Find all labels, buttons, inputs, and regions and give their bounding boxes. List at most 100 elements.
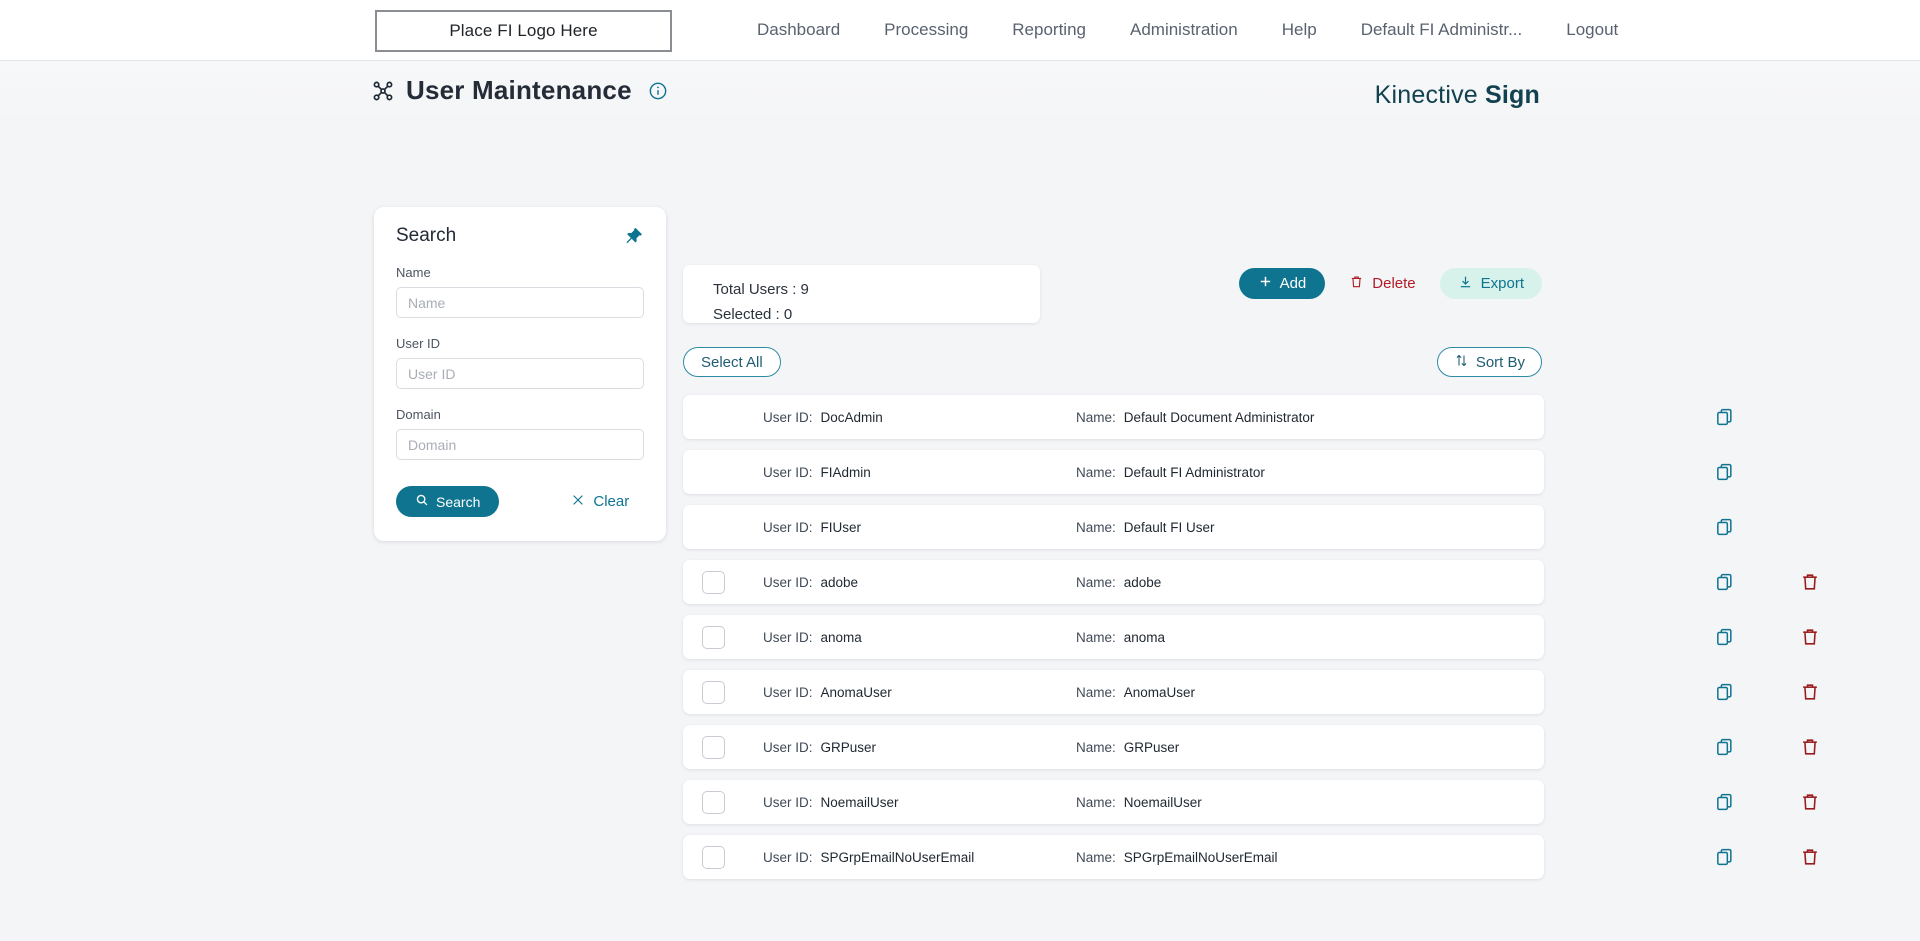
name-cell: Name: GRPuser: [1076, 740, 1179, 755]
trash-icon: [1349, 274, 1364, 294]
clear-button[interactable]: Clear: [571, 493, 629, 511]
row-checkbox[interactable]: [702, 625, 725, 649]
table-row[interactable]: User ID: FIAdmin Name: Default FI Administr…: [683, 450, 1732, 494]
delete-button[interactable]: Delete: [1345, 274, 1419, 294]
export-button-label: Export: [1480, 275, 1524, 292]
search-field-name-label: Name: [396, 265, 431, 280]
table-row[interactable]: User ID: NoemailUser Name: NoemailUser: [683, 780, 1817, 824]
table-row[interactable]: User ID: SPGrpEmailNoUserEmail Name: SPGrpE…: [683, 835, 1817, 879]
table-row[interactable]: User ID: adobe Name: adobe: [683, 560, 1817, 604]
search-domain-input[interactable]: [396, 429, 644, 460]
nav-item-logout[interactable]: Logout: [1566, 20, 1619, 39]
name-value: Default FI Administrator: [1123, 464, 1265, 480]
user-id-cell: User ID: GRPuser: [763, 740, 876, 755]
user-id-label: User ID:: [763, 849, 813, 865]
row-delete-icon[interactable]: [1800, 681, 1820, 703]
export-button[interactable]: Export: [1439, 268, 1542, 299]
table-row[interactable]: User ID: anoma Name: anoma: [683, 615, 1817, 659]
copy-icon[interactable]: [1715, 791, 1735, 813]
user-id-value: FIAdmin: [820, 464, 871, 480]
search-field-name: Name: [396, 265, 644, 318]
select-all-button[interactable]: Select All: [683, 347, 781, 377]
name-cell: Name: Default FI User: [1076, 520, 1215, 535]
copy-icon[interactable]: [1715, 516, 1735, 538]
user-id-value: NoemailUser: [820, 794, 899, 810]
name-value: NoemailUser: [1123, 794, 1202, 810]
row-delete-icon[interactable]: [1800, 846, 1820, 868]
user-id-value: AnomaUser: [820, 684, 892, 700]
main-nav: Dashboard Processing Reporting Administr…: [735, 20, 1640, 40]
name-label: Name:: [1076, 574, 1116, 590]
nav-item-administration[interactable]: Administration: [1130, 20, 1238, 39]
user-id-cell: User ID: AnomaUser: [763, 685, 892, 700]
user-id-cell: User ID: DocAdmin: [763, 410, 883, 425]
copy-icon[interactable]: [1715, 406, 1735, 428]
user-id-cell: User ID: adobe: [763, 575, 858, 590]
table-row[interactable]: User ID: AnomaUser Name: AnomaUser: [683, 670, 1817, 714]
plus-icon: [1258, 274, 1273, 293]
user-id-value: GRPuser: [820, 739, 877, 755]
name-value: Default Document Administrator: [1123, 409, 1315, 425]
row-delete-icon[interactable]: [1800, 571, 1820, 593]
download-icon: [1458, 274, 1473, 294]
copy-icon[interactable]: [1715, 681, 1735, 703]
table-row[interactable]: User ID: GRPuser Name: GRPuser: [683, 725, 1817, 769]
row-delete-icon[interactable]: [1800, 791, 1820, 813]
copy-icon[interactable]: [1715, 736, 1735, 758]
name-cell: Name: NoemailUser: [1076, 795, 1202, 810]
pushpin-icon[interactable]: [623, 226, 644, 247]
row-checkbox[interactable]: [702, 680, 725, 704]
user-id-label: User ID:: [763, 794, 813, 810]
copy-icon[interactable]: [1715, 461, 1735, 483]
row-checkbox[interactable]: [702, 845, 725, 869]
nav-item-help[interactable]: Help: [1281, 20, 1317, 39]
network-users-icon: [372, 80, 394, 102]
name-value: Default FI User: [1123, 519, 1215, 535]
user-id-value: DocAdmin: [820, 409, 883, 425]
name-label: Name:: [1076, 684, 1116, 700]
nav-item-user-account[interactable]: Default FI Administr...: [1360, 20, 1523, 39]
nav-item-reporting[interactable]: Reporting: [1012, 20, 1086, 39]
user-id-value: SPGrpEmailNoUserEmail: [820, 849, 975, 865]
sort-by-button[interactable]: Sort By: [1436, 347, 1542, 377]
stats-panel: Total Users : 9 Selected : 0: [683, 265, 1040, 323]
user-id-value: adobe: [820, 574, 859, 590]
row-delete-icon[interactable]: [1800, 736, 1820, 758]
sort-by-label: Sort By: [1475, 353, 1525, 371]
copy-icon[interactable]: [1715, 626, 1735, 648]
page-title: User Maintenance: [406, 75, 632, 105]
copy-icon[interactable]: [1715, 571, 1735, 593]
info-circle-icon[interactable]: [648, 81, 668, 101]
table-row[interactable]: User ID: DocAdmin Name: Default Document Ad…: [683, 395, 1732, 439]
selected-count: Selected : 0: [713, 306, 793, 323]
copy-icon[interactable]: [1715, 846, 1735, 868]
row-checkbox[interactable]: [702, 735, 725, 759]
name-label: Name:: [1076, 464, 1116, 480]
user-id-label: User ID:: [763, 519, 813, 535]
user-id-cell: User ID: NoemailUser: [763, 795, 899, 810]
fi-logo-placeholder-text: Place FI Logo Here: [449, 21, 598, 40]
nav-item-dashboard[interactable]: Dashboard: [757, 20, 841, 39]
user-id-cell: User ID: FIAdmin: [763, 465, 871, 480]
table-row[interactable]: User ID: FIUser Name: Default FI User: [683, 505, 1732, 549]
user-id-cell: User ID: FIUser: [763, 520, 861, 535]
user-list: User ID: DocAdmin Name: Default Document Ad…: [683, 395, 1817, 890]
name-value: GRPuser: [1123, 739, 1180, 755]
row-checkbox[interactable]: [702, 570, 725, 594]
search-panel-header: Search: [396, 225, 644, 247]
search-name-input[interactable]: [396, 287, 644, 318]
search-field-userid-label: User ID: [396, 336, 441, 351]
search-panel-title: Search: [396, 225, 457, 246]
name-cell: Name: SPGrpEmailNoUserEmail: [1076, 850, 1278, 865]
name-cell: Name: anoma: [1076, 630, 1165, 645]
name-label: Name:: [1076, 519, 1116, 535]
search-userid-input[interactable]: [396, 358, 644, 389]
nav-item-processing[interactable]: Processing: [884, 20, 969, 39]
row-delete-icon[interactable]: [1800, 626, 1820, 648]
search-button[interactable]: Search: [396, 486, 500, 517]
user-id-label: User ID:: [763, 574, 813, 590]
sort-arrows-icon: [1454, 353, 1469, 372]
row-checkbox[interactable]: [702, 790, 725, 814]
list-action-buttons: Add Delete Export: [1238, 268, 1542, 299]
add-button[interactable]: Add: [1238, 268, 1326, 299]
